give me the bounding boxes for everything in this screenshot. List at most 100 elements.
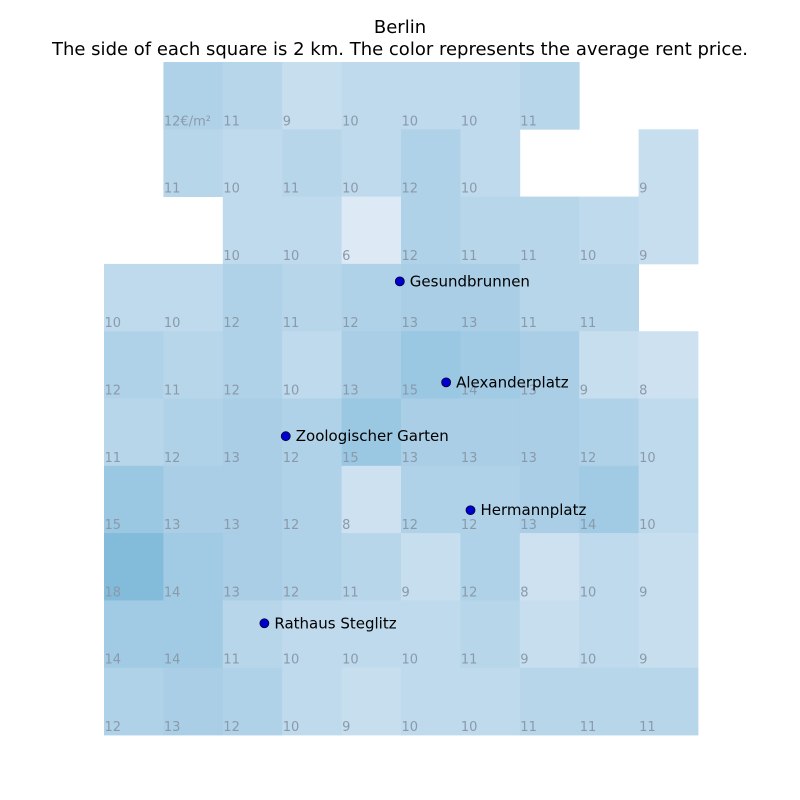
grid-cell — [341, 263, 402, 332]
cell-value-label: 18 — [105, 585, 122, 600]
grid-cell — [282, 196, 342, 265]
cell-value-label: 11 — [105, 451, 122, 466]
cell-value-label: 9 — [639, 249, 647, 264]
grid-cell — [104, 533, 164, 601]
grid-cell — [401, 533, 461, 601]
cell-value-label: 10 — [461, 720, 478, 735]
location-marker — [280, 431, 291, 442]
grid-cell — [104, 398, 164, 467]
cell-value-label: 13 — [223, 518, 240, 533]
location-label: Hermannplatz — [481, 501, 587, 519]
cell-value-label: 10 — [580, 653, 597, 668]
grid-cell — [519, 331, 580, 399]
grid-cell — [579, 263, 639, 332]
map-subtitle: The side of each square is 2 km. The col… — [51, 39, 748, 60]
grid-cell — [104, 600, 164, 669]
cell-value-label: 11 — [164, 182, 181, 197]
grid-cell — [222, 263, 283, 332]
cell-value-label: 12 — [105, 384, 122, 399]
cell-value-label: 10 — [580, 585, 597, 600]
grid-cell — [104, 465, 164, 534]
grid-cell — [579, 196, 639, 265]
grid-cell — [222, 129, 283, 197]
grid-cell — [341, 331, 402, 399]
cell-value-label: 12 — [461, 585, 478, 600]
grid-cell — [341, 667, 402, 736]
grid-cell — [519, 398, 580, 467]
grid-cell — [638, 533, 699, 601]
grid-cell — [222, 331, 283, 399]
cell-value-label: 10 — [402, 720, 419, 735]
grid-cell — [222, 465, 283, 534]
cell-value-label: 15 — [105, 518, 122, 533]
cell-value-label: 12 — [402, 518, 419, 533]
cell-value-label: 10 — [639, 451, 656, 466]
grid-cell — [401, 263, 461, 332]
cell-value-label: 14 — [580, 518, 597, 533]
cell-value-label: 8 — [342, 518, 350, 533]
cell-value-label: 9 — [639, 585, 647, 600]
cell-value-label: 9 — [283, 114, 291, 129]
cell-value-label: 10 — [342, 653, 359, 668]
cell-value-label: 11 — [283, 316, 300, 331]
cell-value-label: 10 — [461, 182, 478, 197]
grid-cell — [579, 533, 639, 601]
grid-cell — [341, 533, 402, 601]
grid-cell — [519, 196, 580, 265]
cell-value-label: 11 — [580, 720, 597, 735]
map-title: Berlin — [374, 17, 426, 38]
cell-value-label: 13 — [223, 451, 240, 466]
grid-cell — [222, 533, 283, 601]
grid-cell — [282, 465, 342, 534]
cell-value-label: 12 — [164, 451, 181, 466]
cell-value-label: 11 — [461, 249, 478, 264]
cell-value-label: 13 — [402, 451, 419, 466]
grid-cell — [282, 263, 342, 332]
cell-value-label: 12 — [342, 316, 359, 331]
grid-cell — [519, 465, 580, 534]
grid-cell — [401, 398, 461, 467]
grid-cell — [638, 600, 699, 669]
grid-cell — [163, 667, 224, 736]
grid-cell — [341, 129, 402, 197]
grid-cell — [519, 62, 580, 130]
grid-cell — [401, 600, 461, 669]
location-marker — [259, 618, 270, 629]
grid-cell — [222, 398, 283, 467]
grid-cell — [282, 129, 342, 197]
cell-value-label: 11 — [639, 720, 656, 735]
grid-cell — [401, 62, 461, 130]
cell-value-label: 6 — [342, 249, 350, 264]
cell-value-label: 11 — [164, 384, 181, 399]
grid-cell — [460, 62, 521, 130]
cell-value-label: 10 — [639, 518, 656, 533]
cell-value-label: 13 — [164, 720, 181, 735]
cell-value-label: 11 — [520, 720, 537, 735]
grid-cell — [341, 62, 402, 130]
grid-cell — [282, 600, 342, 669]
cell-value-label: 12 — [283, 518, 300, 533]
cell-value-label: 12 — [223, 384, 240, 399]
grid-cell — [579, 465, 639, 534]
cell-value-label: 10 — [402, 114, 419, 129]
cell-value-label: 13 — [461, 316, 478, 331]
cell-value-label: 11 — [223, 114, 240, 129]
cell-value-label: 13 — [461, 451, 478, 466]
cell-value-label: 11 — [342, 585, 359, 600]
grid-cell — [519, 600, 580, 669]
grid-cell — [163, 62, 224, 130]
grid-cell — [341, 600, 402, 669]
cell-value-label: 10 — [164, 316, 181, 331]
cell-value-label: 10 — [580, 249, 597, 264]
cell-value-label: 12 — [283, 451, 300, 466]
cell-value-label: 10 — [105, 316, 122, 331]
cell-value-label: 9 — [639, 182, 647, 197]
cell-value-label: 10 — [223, 182, 240, 197]
heatmap-grid: 12€/m² 11 9 10 10 10 11 11 10 11 10 12 10 9 10 10 6 12 11 1… — [104, 62, 699, 736]
grid-cell — [638, 398, 699, 467]
cell-value-label: 11 — [520, 114, 537, 129]
grid-cell — [460, 129, 521, 197]
cell-value-label: 13 — [520, 451, 537, 466]
grid-cell — [460, 398, 521, 467]
grid-cell — [341, 398, 402, 467]
